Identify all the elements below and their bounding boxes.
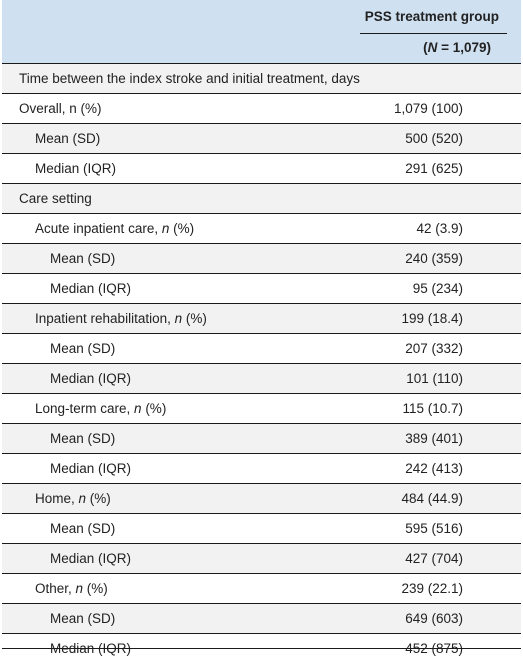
row-label: Other, n (%) (35, 574, 108, 603)
row-label-text: Long-term care, (35, 401, 135, 416)
table-row: Other, n (%) 239 (22.1) (2, 574, 521, 604)
table-row: Long-term care, n (%) 115 (10.7) (2, 394, 521, 424)
row-label-text: Mean (SD) (35, 131, 101, 146)
row-label-tail: (%) (169, 221, 195, 236)
row-label: Time between the index stroke and initia… (19, 64, 360, 93)
row-label-tail: (%) (141, 401, 167, 416)
row-label-italic: n (174, 311, 183, 326)
row-label-text: Median (IQR) (50, 551, 132, 566)
row-label-text: Overall, n (%) (19, 101, 102, 116)
row-label-text: Mean (SD) (50, 611, 116, 626)
row-label: Care setting (19, 184, 92, 213)
row-label-text: Median (IQR) (35, 161, 117, 176)
row-value: 42 (3.9) (416, 221, 463, 236)
table-row: Mean (SD) 500 (520) (2, 124, 521, 154)
row-label-text: Mean (SD) (50, 251, 116, 266)
table-row: Median (IQR) 95 (234) (2, 274, 521, 304)
row-value: 199 (18.4) (401, 311, 463, 326)
row-label: Mean (SD) (50, 244, 115, 273)
row-label-italic: n (134, 401, 142, 416)
row-value: 101 (110) (406, 371, 463, 386)
row-label: Mean (SD) (50, 334, 115, 363)
row-label-tail: (%) (182, 311, 207, 326)
row-label-text: Median (IQR) (50, 461, 132, 476)
row-label-text: Median (IQR) (50, 371, 132, 386)
row-label-italic: n (75, 581, 84, 596)
table-row: Mean (SD) 649 (603) (2, 604, 521, 634)
table-row: Median (IQR) 291 (625) (2, 154, 521, 184)
table-row: Time between the index stroke and initia… (2, 64, 521, 94)
row-value: 500 (520) (405, 131, 463, 146)
row-value: 595 (516) (405, 521, 463, 536)
table-row: Care setting (2, 184, 521, 214)
row-label-tail: (%) (86, 491, 111, 506)
table-row: Overall, n (%) 1,079 (100) (2, 94, 521, 124)
row-value: 649 (603) (405, 611, 463, 626)
row-label: Median (IQR) (50, 454, 131, 483)
row-label-italic: n (78, 491, 87, 506)
row-label-text: Inpatient rehabilitation, (35, 311, 175, 326)
column-header-group: PSS treatment group (364, 9, 499, 24)
row-label: Mean (SD) (50, 604, 115, 633)
row-value: 484 (44.9) (401, 491, 463, 506)
row-label-text: Mean (SD) (50, 431, 116, 446)
row-value: 240 (359) (405, 251, 463, 266)
table-row: Mean (SD) 207 (332) (2, 334, 521, 364)
row-label: Mean (SD) (50, 424, 115, 453)
n-symbol: N (427, 40, 438, 55)
row-label-text: Time between the index stroke and initia… (19, 71, 360, 86)
table-header: PSS treatment group (N = 1,079) (2, 0, 521, 64)
table-row: Mean (SD) 389 (401) (2, 424, 521, 454)
row-value: 242 (413) (405, 461, 463, 476)
row-label: Median (IQR) (50, 364, 131, 393)
row-value: 239 (22.1) (401, 581, 463, 596)
row-label: Mean (SD) (35, 124, 100, 153)
row-value: 1,079 (100) (393, 101, 463, 116)
row-value: 427 (704) (405, 551, 463, 566)
row-value: 291 (625) (405, 161, 463, 176)
row-label: Median (IQR) (50, 274, 131, 303)
row-label-text: Care setting (19, 191, 92, 206)
row-label: Acute inpatient care, n (%) (35, 214, 194, 243)
n-value: = 1,079) (437, 40, 491, 55)
table-body: Time between the index stroke and initia… (2, 64, 521, 663)
table-row: Median (IQR) 242 (413) (2, 454, 521, 484)
row-label-italic: n (161, 221, 170, 236)
row-label: Inpatient rehabilitation, n (%) (35, 304, 207, 333)
row-value: 389 (401) (405, 431, 463, 446)
row-label: Overall, n (%) (19, 94, 102, 123)
row-label: Long-term care, n (%) (35, 394, 166, 423)
row-label: Mean (SD) (50, 514, 115, 543)
row-label-text: Mean (SD) (50, 341, 116, 356)
row-value: 95 (234) (412, 281, 463, 296)
row-label-text: Other, (35, 581, 76, 596)
table-row: Acute inpatient care, n (%) 42 (3.9) (2, 214, 521, 244)
table-bottom-rule (2, 648, 521, 649)
row-label: Median (IQR) (35, 154, 116, 183)
column-header-n: (N = 1,079) (423, 40, 491, 55)
table-row: Median (IQR) 427 (704) (2, 544, 521, 574)
row-label-text: Mean (SD) (50, 521, 116, 536)
row-value: 115 (10.7) (402, 401, 463, 416)
table-row: Median (IQR) 101 (110) (2, 364, 521, 394)
table-row: Inpatient rehabilitation, n (%) 199 (18.4… (2, 304, 521, 334)
row-label-tail: (%) (83, 581, 108, 596)
table-row: Mean (SD) 595 (516) (2, 514, 521, 544)
table-row: Mean (SD) 240 (359) (2, 244, 521, 274)
row-value: 207 (332) (405, 341, 463, 356)
row-label-text: Median (IQR) (50, 281, 132, 296)
row-label-text: Home, (35, 491, 79, 506)
row-label-text: Acute inpatient care, (35, 221, 162, 236)
row-label: Home, n (%) (35, 484, 111, 513)
header-rule (360, 33, 507, 34)
table-row: Home, n (%) 484 (44.9) (2, 484, 521, 514)
row-label: Median (IQR) (50, 544, 131, 573)
